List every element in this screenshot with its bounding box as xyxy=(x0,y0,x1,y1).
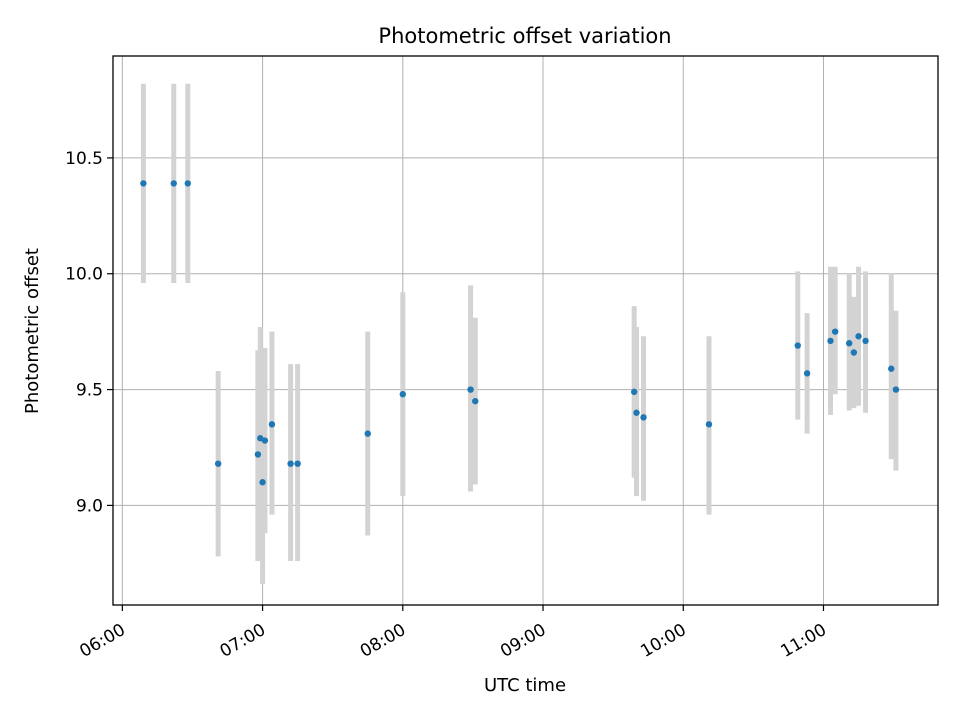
data-point xyxy=(633,409,640,416)
data-point xyxy=(850,349,858,356)
data-point xyxy=(827,337,834,345)
data-point xyxy=(705,421,713,428)
data-point xyxy=(287,460,294,467)
y-axis-title: Photometric offset xyxy=(22,248,43,414)
x-axis-title: UTC time xyxy=(484,675,566,696)
data-point xyxy=(640,414,647,421)
data-point xyxy=(261,437,269,444)
plot-frame xyxy=(112,55,939,606)
chart-title: Photometric offset variation xyxy=(378,24,671,48)
y-tick-label: 9.5 xyxy=(76,381,103,401)
data-point xyxy=(892,386,900,393)
data-point xyxy=(803,370,811,377)
data-point xyxy=(170,180,177,187)
y-axis-ticks: 9.0 9.5 10.0 10.5 xyxy=(65,149,113,516)
data-point xyxy=(855,333,862,340)
data-points xyxy=(140,180,900,486)
data-point xyxy=(399,391,407,398)
y-tick-label: 10.0 xyxy=(65,265,103,285)
data-point xyxy=(630,388,638,396)
data-point xyxy=(472,397,479,405)
data-point xyxy=(254,451,262,458)
data-point xyxy=(794,342,801,349)
y-tick-label: 10.5 xyxy=(65,149,103,169)
data-point xyxy=(294,460,301,467)
y-tick-label: 9.0 xyxy=(76,496,103,516)
data-point xyxy=(259,479,266,486)
data-point xyxy=(364,430,371,437)
data-point xyxy=(467,386,474,393)
data-point xyxy=(845,340,853,347)
data-point xyxy=(862,337,869,345)
data-point xyxy=(140,180,147,187)
data-point xyxy=(888,365,895,372)
data-point xyxy=(214,460,222,467)
data-point xyxy=(831,328,839,335)
data-point xyxy=(268,421,276,428)
data-point xyxy=(184,180,191,187)
